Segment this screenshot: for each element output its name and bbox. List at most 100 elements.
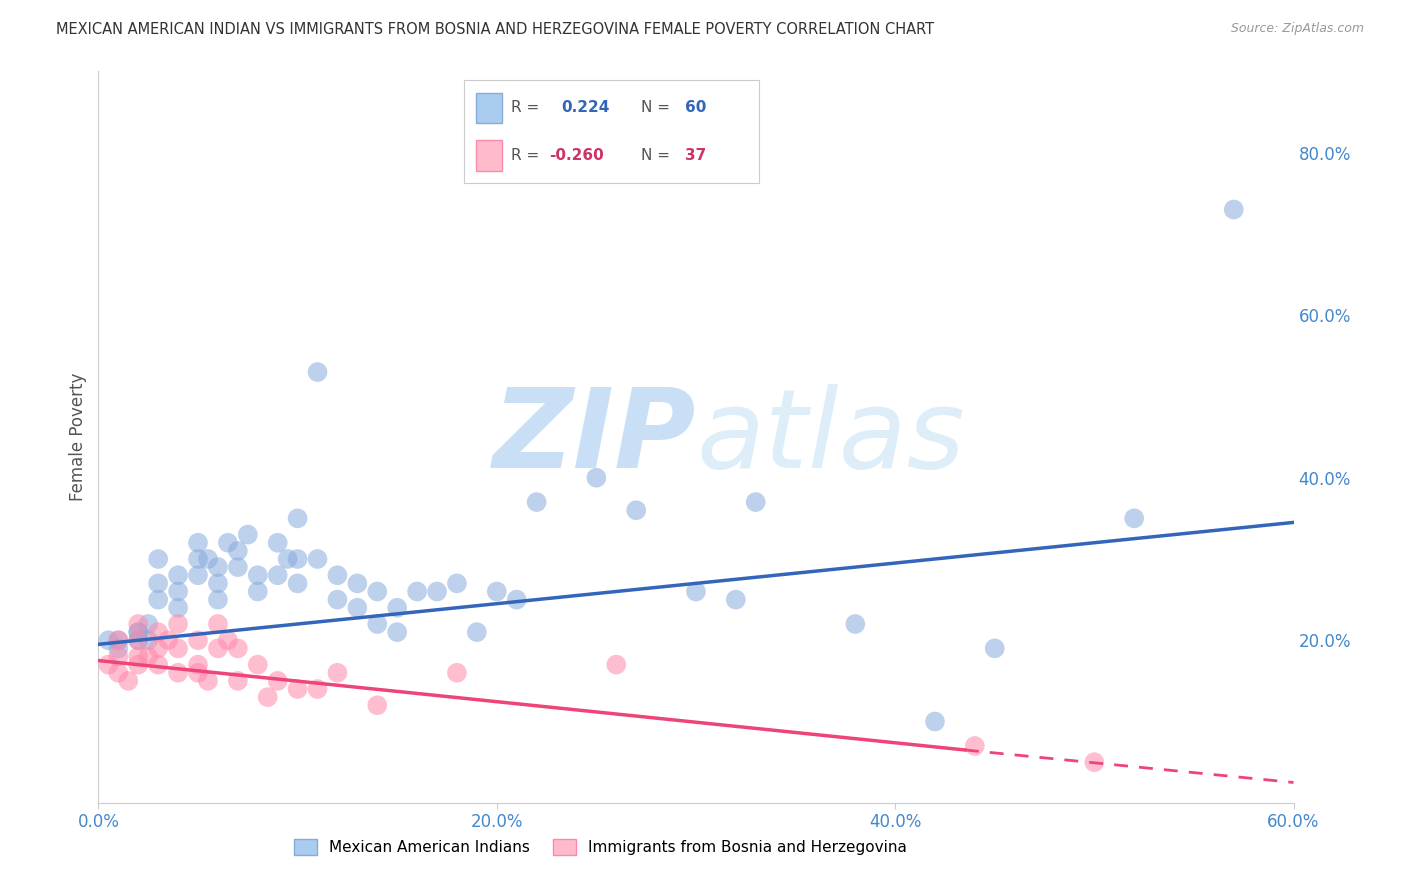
Point	[366, 698, 388, 713]
Point	[226, 544, 249, 558]
Point	[187, 535, 209, 549]
Point	[207, 576, 229, 591]
Bar	[475, 140, 502, 170]
Point	[236, 527, 259, 541]
Point	[226, 560, 249, 574]
Point	[385, 600, 409, 615]
Point	[685, 584, 707, 599]
Text: atlas: atlas	[696, 384, 965, 491]
Point	[226, 641, 249, 656]
Point	[107, 665, 129, 680]
Point	[366, 617, 388, 632]
Point	[287, 552, 309, 566]
Point	[465, 625, 488, 640]
Point	[406, 584, 429, 599]
Point	[366, 584, 388, 599]
Point	[605, 657, 627, 672]
Point	[167, 641, 190, 656]
Point	[745, 495, 768, 509]
Point	[984, 641, 1007, 656]
Point	[167, 617, 190, 632]
Point	[97, 657, 120, 672]
Point	[197, 673, 219, 688]
Point	[167, 600, 190, 615]
Point	[207, 560, 229, 574]
Point	[207, 617, 229, 632]
Text: MEXICAN AMERICAN INDIAN VS IMMIGRANTS FROM BOSNIA AND HERZEGOVINA FEMALE POVERTY: MEXICAN AMERICAN INDIAN VS IMMIGRANTS FR…	[56, 22, 935, 37]
Point	[148, 552, 170, 566]
Point	[148, 641, 170, 656]
Point	[207, 641, 229, 656]
Text: R =: R =	[512, 148, 540, 162]
Point	[307, 552, 329, 566]
Point	[267, 535, 290, 549]
Point	[307, 681, 329, 696]
Point	[107, 633, 129, 648]
Point	[346, 600, 368, 615]
Point	[485, 584, 508, 599]
Point	[724, 592, 747, 607]
Point	[187, 665, 209, 680]
Point	[246, 568, 269, 582]
Point	[107, 649, 129, 664]
Point	[187, 568, 209, 582]
Point	[287, 511, 309, 525]
Point	[97, 633, 120, 648]
Point	[287, 681, 309, 696]
Text: 37: 37	[686, 148, 707, 162]
Point	[136, 649, 159, 664]
Point	[148, 576, 170, 591]
Point	[127, 633, 149, 648]
Point	[148, 592, 170, 607]
Point	[963, 739, 986, 753]
Point	[226, 673, 249, 688]
Point	[136, 633, 159, 648]
Point	[1083, 755, 1105, 769]
Text: N =: N =	[641, 148, 671, 162]
Point	[187, 633, 209, 648]
Point	[585, 471, 607, 485]
Text: Source: ZipAtlas.com: Source: ZipAtlas.com	[1230, 22, 1364, 36]
Point	[117, 673, 139, 688]
Point	[127, 649, 149, 664]
Point	[217, 633, 239, 648]
Point	[385, 625, 409, 640]
Point	[127, 633, 149, 648]
Point	[167, 568, 190, 582]
Point	[844, 617, 866, 632]
Point	[326, 665, 349, 680]
Point	[326, 592, 349, 607]
Point	[287, 576, 309, 591]
Point	[167, 665, 190, 680]
Point	[526, 495, 548, 509]
Text: N =: N =	[641, 101, 671, 115]
Text: R =: R =	[512, 101, 540, 115]
Point	[127, 617, 149, 632]
Point	[127, 657, 149, 672]
Text: 0.224: 0.224	[561, 101, 610, 115]
Point	[207, 592, 229, 607]
Point	[127, 625, 149, 640]
Point	[167, 584, 190, 599]
Point	[626, 503, 648, 517]
Text: -0.260: -0.260	[550, 148, 605, 162]
Point	[157, 633, 180, 648]
Point	[127, 625, 149, 640]
Point	[148, 657, 170, 672]
Y-axis label: Female Poverty: Female Poverty	[69, 373, 87, 501]
Point	[307, 365, 329, 379]
Point	[267, 568, 290, 582]
Point	[277, 552, 299, 566]
Point	[446, 665, 468, 680]
Point	[217, 535, 239, 549]
Point	[326, 568, 349, 582]
Point	[107, 633, 129, 648]
Text: ZIP: ZIP	[492, 384, 696, 491]
Point	[246, 657, 269, 672]
Text: 60: 60	[686, 101, 707, 115]
Point	[256, 690, 278, 705]
Point	[426, 584, 449, 599]
Bar	[475, 93, 502, 123]
Point	[197, 552, 219, 566]
Point	[136, 617, 159, 632]
